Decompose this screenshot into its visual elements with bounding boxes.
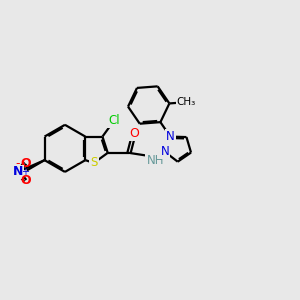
Text: N: N bbox=[166, 130, 175, 143]
Text: O: O bbox=[129, 128, 139, 140]
Text: Cl: Cl bbox=[108, 114, 120, 127]
Text: N: N bbox=[160, 145, 169, 158]
Text: CH₃: CH₃ bbox=[177, 97, 196, 107]
Text: N: N bbox=[13, 165, 23, 178]
Text: O: O bbox=[20, 174, 31, 187]
Text: -: - bbox=[16, 157, 20, 169]
Text: O: O bbox=[20, 157, 31, 169]
Text: S: S bbox=[90, 156, 98, 170]
Text: +: + bbox=[21, 167, 29, 177]
Text: NH: NH bbox=[146, 154, 164, 166]
